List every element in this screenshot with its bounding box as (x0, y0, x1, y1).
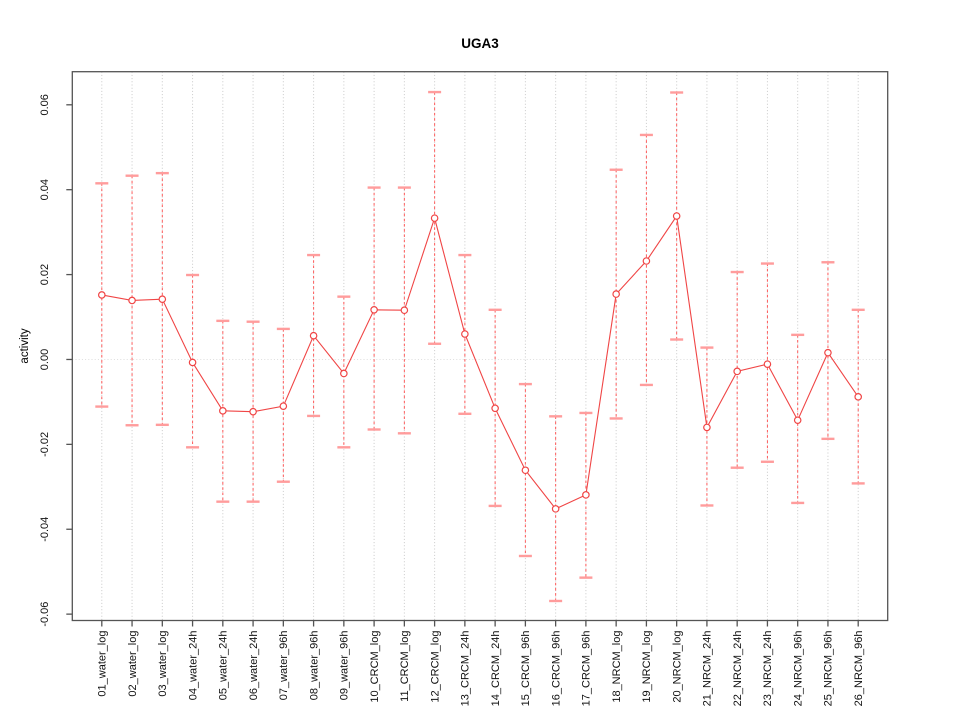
x-tick-label: 21_NRCM_24h (702, 631, 714, 707)
data-point (854, 393, 863, 401)
y-tick-label: 0.04 (39, 179, 51, 200)
data-point (370, 306, 378, 314)
x-tick-label: 09_water_96h (339, 631, 351, 701)
y-tick-label: -0.06 (39, 602, 51, 627)
data-point (491, 404, 499, 413)
x-tick-label: 14_CRCM_24h (490, 631, 502, 707)
plot-border (71, 71, 889, 622)
x-tick-label: 05_water_24h (218, 631, 230, 701)
data-point (430, 214, 439, 222)
y-tick-label: 0.00 (39, 349, 51, 370)
data-point (582, 491, 590, 499)
y-tick-label: -0.02 (39, 432, 51, 457)
data-point (703, 423, 711, 432)
data-point (824, 348, 832, 357)
x-tick-label: 06_water_24h (248, 631, 260, 701)
x-tick-label: 11_CRCM_log (399, 631, 411, 702)
data-point (279, 402, 288, 410)
x-tick-label: 22_NRCM_24h (732, 631, 744, 707)
data-point (98, 291, 106, 299)
chart-title: UGA3 (461, 36, 499, 51)
x-tick-label: 26_NRCM_96h (853, 631, 865, 707)
x-tick-label: 16_CRCM_96h (550, 631, 562, 707)
x-tick-label: 17_CRCM_96h (581, 631, 593, 707)
data-point (309, 331, 318, 340)
data-point (128, 296, 136, 305)
data-point (249, 407, 257, 416)
x-tick-label: 04_water_24h (187, 631, 199, 701)
x-tick-label: 12_CRCM_log (429, 631, 441, 703)
series-line (101, 214, 859, 510)
data-point (612, 290, 620, 298)
x-tick-label: 02_water_log (127, 631, 139, 697)
y-tick-label: -0.04 (39, 517, 51, 542)
x-tick-label: 23_NRCM_24h (762, 631, 774, 707)
data-point (521, 466, 530, 475)
data-point (340, 369, 348, 378)
data-point (551, 505, 560, 513)
x-tick-label: 20_NRCM_log (671, 631, 683, 703)
x-tick-label: 01_water_log (97, 631, 109, 697)
data-point (672, 212, 681, 220)
x-tick-label: 24_NRCM_96h (792, 631, 804, 707)
x-tick-label: 03_water_log (157, 631, 169, 697)
data-point (461, 330, 469, 338)
data-point (763, 360, 772, 368)
x-tick-label: 15_CRCM_96h (520, 631, 532, 707)
x-tick-label: 18_NRCM_log (611, 631, 623, 703)
y-tick-label: 0.06 (39, 94, 51, 115)
data-point (158, 295, 167, 303)
data-point (733, 367, 741, 376)
x-tick-label: 13_CRCM_24h (460, 631, 472, 707)
data-point (219, 407, 227, 415)
x-tick-label: 25_NRCM_96h (823, 631, 835, 707)
data-point (400, 306, 409, 315)
x-tick-label: 10_CRCM_log (369, 631, 381, 703)
x-tick-label: 19_NRCM_log (641, 631, 653, 703)
data-point (642, 257, 651, 265)
data-point (793, 416, 802, 424)
y-tick-label: 0.02 (39, 264, 51, 285)
data-point (188, 358, 197, 367)
x-tick-label: 08_water_96h (308, 631, 320, 701)
x-tick-label: 07_water_96h (278, 631, 290, 701)
